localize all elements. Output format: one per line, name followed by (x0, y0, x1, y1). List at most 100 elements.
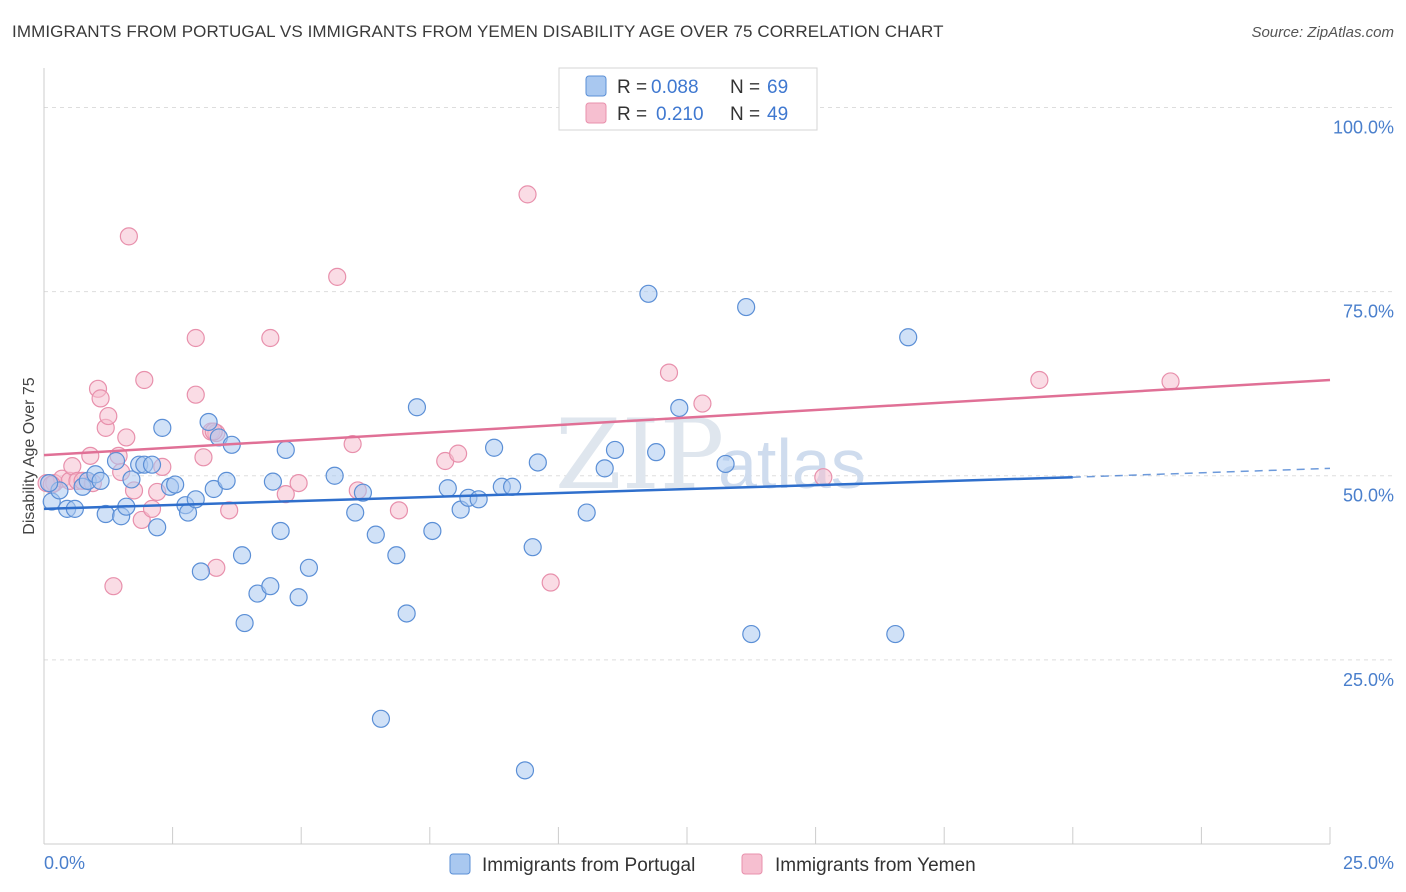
point-yemen-26 (194, 448, 213, 467)
point-yemen-37 (389, 501, 409, 520)
watermark-atlas: atlas (718, 425, 866, 503)
point-portugal-61 (639, 284, 658, 303)
legend-n-value-portugal: 69 (767, 77, 788, 98)
point-yemen-13 (104, 577, 123, 596)
point-portugal-23 (191, 562, 210, 581)
trend-lines (43, 378, 1331, 511)
point-portugal-30 (235, 613, 254, 633)
point-portugal-53 (503, 477, 522, 496)
point-portugal-19 (166, 475, 185, 494)
point-yemen-28 (207, 558, 226, 577)
point-yemen-12 (99, 406, 118, 426)
source-credit: Source: ZipAtlas.com (1251, 24, 1394, 41)
point-portugal-39 (346, 503, 365, 522)
gridlines (44, 106, 1392, 661)
legend-r-value-portugal: 0.088 (651, 77, 699, 98)
y-tick-label-75: 75.0% (1343, 302, 1394, 322)
point-portugal-64 (737, 297, 756, 317)
point-portugal-40 (353, 483, 373, 502)
point-yemen-35 (343, 434, 362, 454)
series-legend-swatch-portugal (449, 853, 471, 875)
point-yemen-43 (693, 394, 712, 413)
point-yemen-39 (448, 444, 468, 463)
legend-n-label-portugal: N = (730, 77, 760, 98)
point-portugal-47 (438, 479, 457, 498)
point-portugal-34 (271, 521, 290, 541)
point-yemen-44 (814, 468, 833, 487)
legend-n-value-yemen: 49 (767, 104, 788, 125)
legend-r-label-yemen: R = (617, 104, 647, 125)
point-portugal-58 (595, 459, 614, 478)
legend-r-label-portugal: R = (617, 77, 647, 98)
y-tick-label-50: 50.0% (1343, 486, 1394, 506)
point-portugal-36 (289, 588, 308, 607)
series-legend-swatch-yemen (741, 853, 763, 875)
point-yemen-45 (1030, 370, 1049, 390)
point-portugal-57 (577, 503, 596, 522)
legend-swatch-portugal (585, 75, 607, 97)
point-portugal-67 (899, 328, 918, 347)
point-portugal-29 (232, 546, 252, 565)
point-portugal-56 (528, 453, 547, 472)
x-tick-label-min: 0.0% (44, 853, 85, 873)
y-tick-labels: 25.0% 50.0% 75.0% 100.0% (1333, 117, 1394, 689)
trend-line-portugal (43, 475, 1073, 511)
point-portugal-37 (299, 558, 319, 577)
legend-swatch-yemen (585, 102, 607, 124)
point-portugal-45 (407, 398, 427, 417)
point-yemen-31 (261, 328, 280, 348)
point-portugal-66 (886, 624, 905, 644)
trend-line-yemen (43, 378, 1331, 457)
point-portugal-54 (515, 761, 535, 780)
portugal-points (40, 284, 918, 780)
series-legend-label-yemen: Immigrants from Yemen (775, 855, 976, 876)
point-yemen-41 (541, 573, 560, 592)
point-yemen-21 (142, 499, 162, 518)
point-portugal-59 (605, 440, 625, 460)
point-portugal-65 (742, 624, 761, 644)
x-tick-label-max: 25.0% (1343, 853, 1394, 873)
point-portugal-46 (423, 521, 442, 541)
point-yemen-40 (518, 185, 537, 204)
point-portugal-42 (371, 709, 391, 728)
legend-n-label-yemen: N = (730, 104, 760, 125)
point-portugal-32 (261, 577, 280, 596)
point-yemen-7 (81, 446, 100, 465)
yemen-points (37, 185, 1180, 596)
point-portugal-27 (217, 471, 236, 490)
correlation-legend: R = 0.088 N = 69 R = 0.210 N = 49 (558, 67, 818, 131)
series-legend-label-portugal: Immigrants from Portugal (482, 855, 695, 876)
point-yemen-30 (220, 501, 239, 520)
point-portugal-43 (387, 546, 406, 565)
chart-title: IMMIGRANTS FROM PORTUGAL VS IMMIGRANTS F… (12, 22, 944, 41)
point-yemen-17 (119, 227, 138, 246)
point-yemen-34 (328, 267, 347, 286)
point-portugal-17 (153, 418, 172, 437)
point-yemen-20 (135, 370, 154, 390)
point-portugal-60 (647, 443, 666, 462)
point-portugal-7 (91, 471, 110, 490)
point-yemen-10 (91, 389, 110, 408)
point-portugal-12 (122, 470, 141, 489)
point-portugal-51 (485, 438, 504, 457)
point-portugal-24 (199, 412, 218, 432)
point-portugal-9 (106, 451, 126, 471)
point-portugal-33 (263, 472, 283, 491)
point-portugal-55 (523, 538, 542, 557)
y-tick-label-25: 25.0% (1343, 670, 1394, 690)
point-portugal-35 (276, 440, 295, 460)
point-yemen-46 (1161, 372, 1180, 391)
point-portugal-63 (716, 454, 735, 474)
point-portugal-50 (469, 490, 488, 509)
y-axis-label: Disability Age Over 75 (21, 377, 38, 535)
point-yemen-24 (186, 328, 205, 348)
point-portugal-25 (204, 479, 223, 499)
point-yemen-33 (289, 473, 308, 493)
point-portugal-38 (325, 466, 344, 485)
trend-line-portugal-extension (1072, 467, 1331, 478)
point-portugal-68 (40, 473, 59, 493)
x-ticks (43, 827, 1331, 844)
series-legend: Immigrants from Portugal Immigrants from… (449, 853, 976, 876)
point-portugal-44 (397, 604, 416, 623)
